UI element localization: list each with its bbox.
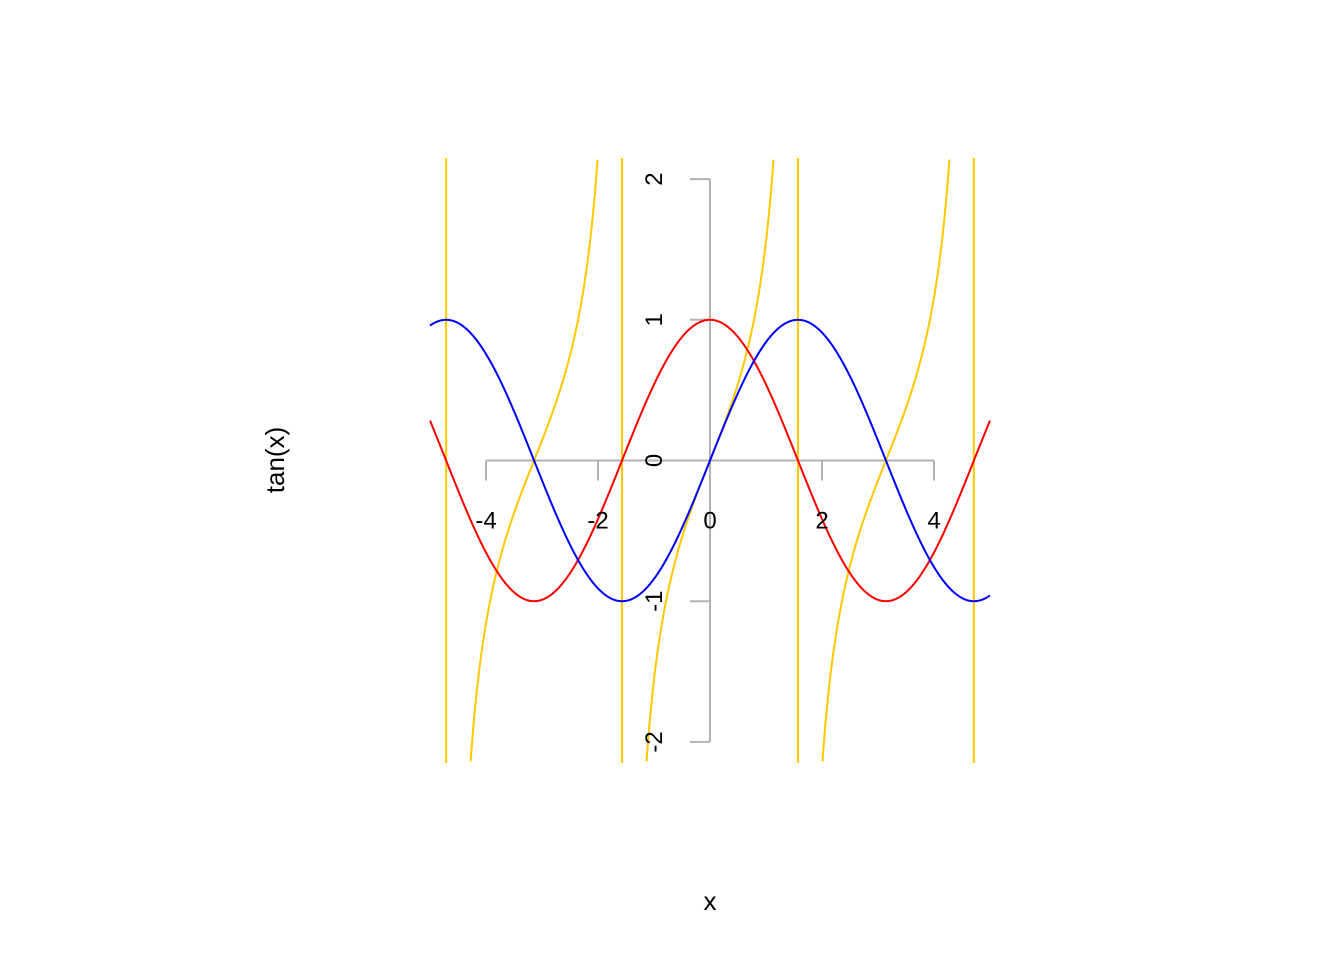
y-axis-label: tan(x): [260, 427, 290, 493]
x-axis-label: x: [704, 886, 717, 916]
x-tick-label: 2: [815, 508, 828, 535]
x-tick-label: 4: [927, 508, 940, 535]
x-tick-label: -4: [475, 508, 496, 535]
series-layer: [429, 159, 991, 762]
x-tick-label: 0: [703, 508, 716, 535]
y-tick-label: 1: [641, 313, 668, 326]
y-tick-label: 0: [641, 454, 668, 467]
series-cos-line: [429, 318, 991, 603]
series-sin-line: [429, 318, 991, 603]
y-tick-label: -1: [641, 591, 668, 612]
x-tick-label: -2: [587, 508, 608, 535]
tick-labels: -4 -2 0 2 4 -2 -1 0 1 2: [475, 172, 940, 752]
y-tick-label: -2: [641, 731, 668, 752]
y-tick-label: 2: [641, 172, 668, 185]
